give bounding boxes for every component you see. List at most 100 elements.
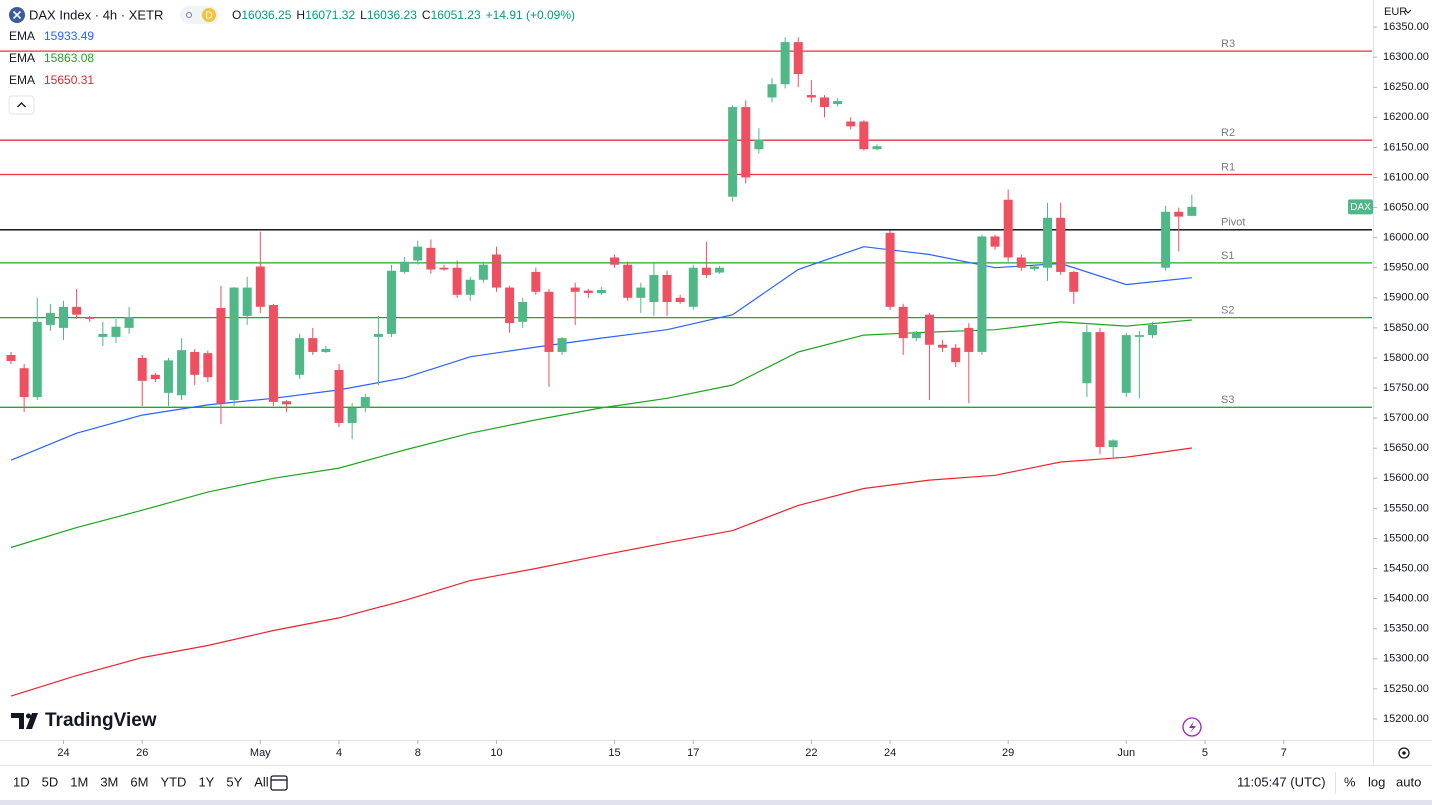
candle-body [203,353,213,378]
settings-icon[interactable] [1398,747,1410,759]
y-tick-label: 15800.00 [1383,352,1429,364]
auto-toggle[interactable]: auto [1396,774,1421,789]
candle-body [938,344,948,348]
candle-body [570,287,580,292]
currency[interactable]: EUR [1384,6,1407,18]
clock[interactable]: 11:05:47 (UTC) [1237,774,1326,789]
range-button[interactable]: YTD [160,774,186,789]
y-tick-label: 16350.00 [1383,21,1429,33]
candle-body [19,368,29,398]
price-tag-box [1348,199,1373,215]
candle-body [360,397,370,408]
candle-body [859,121,869,150]
candle-body [321,348,331,352]
plot-area: R3 R2 R1 Pivot S1 S2 S3 [0,37,1372,697]
x-tick-label: 10 [490,747,502,759]
pivot-label: R3 [1221,38,1235,50]
candle-body [505,287,515,324]
range-button[interactable]: 1Y [198,774,214,789]
ema-legend-name[interactable]: EMA [9,73,35,87]
candle-body [1174,211,1184,217]
candle-body [872,146,882,150]
eye-icon[interactable] [186,12,192,18]
candle-body [688,267,698,307]
candle-body [898,306,908,339]
brand-logo-dot [26,713,31,719]
collapse-button[interactable] [8,95,35,115]
candle-body [885,232,895,307]
ema-legend: EMA 15933.49 EMA 15863.08 EMA 15650.31 [9,29,94,87]
range-button[interactable]: All [254,774,269,789]
collapse-chevron [17,102,26,108]
ohlc-legend: O 16036.25 H 16071.32 L 16036.23 C 16051.23 +14.… [232,8,575,22]
candle-body [1003,199,1013,258]
candle-body [623,264,633,298]
candle-body [754,139,764,150]
y-tick-label: 15700.00 [1383,412,1429,424]
candle-body [1069,271,1079,292]
candle-body [1187,206,1197,216]
range-button[interactable]: 5Y [226,774,242,789]
candle-body [833,101,843,105]
candle-body [98,333,108,337]
badge-text: D [205,11,212,22]
range-button[interactable]: 5D [42,774,59,789]
y-tick-label: 15600.00 [1383,472,1429,484]
pivot-label: R2 [1221,127,1235,139]
y-tick-label: 15500.00 [1383,532,1429,544]
ema-legend-name[interactable]: EMA [9,51,35,65]
candle-body [111,326,121,337]
candle-body [544,291,554,352]
candle-body [465,279,475,295]
candle-body [990,236,1000,247]
candle-body [190,351,200,375]
ema-legend-value: 15650.31 [44,73,94,87]
ohlc-value: 16051.23 [431,8,481,22]
y-tick-label: 15250.00 [1383,683,1429,695]
range-button[interactable]: 1M [70,774,88,789]
y-tick-label: 15550.00 [1383,502,1429,514]
price-change: +14.91 (+0.09%) [486,8,575,22]
candle-body [32,321,42,398]
y-tick-label: 15900.00 [1383,292,1429,304]
candle-body [59,306,69,328]
ema-legend-value: 15863.08 [44,51,94,65]
ohlc-label: O [232,8,241,22]
candle-body [1121,335,1131,393]
candle-body [426,247,436,270]
settings-icon-dot [1402,751,1406,755]
currency-chevron [1404,9,1412,14]
candle-body [1016,257,1026,268]
candle-body [439,267,449,270]
candle-body [951,347,961,363]
percent-toggle[interactable]: % [1344,774,1356,789]
ohlc-label: C [422,8,431,22]
ema-line [10,447,1192,697]
alert-icon[interactable] [1182,717,1202,737]
y-tick-label: 16250.00 [1383,81,1429,93]
candle-body [596,289,606,293]
candle-body [1082,332,1092,384]
pivot-label: S2 [1221,305,1234,317]
range-button[interactable]: 6M [130,774,148,789]
y-tick-label: 16000.00 [1383,232,1429,244]
y-tick-label: 15750.00 [1383,382,1429,394]
candle-body [675,297,685,303]
y-tick-label: 15650.00 [1383,442,1429,454]
calendar-icon[interactable] [270,775,288,791]
candle-body [1043,217,1053,268]
y-tick-label: 16100.00 [1383,171,1429,183]
candle-body [806,95,816,98]
range-button[interactable]: 1D [13,774,30,789]
log-toggle[interactable]: log [1368,774,1385,789]
candle-body [6,354,16,361]
ema-legend-name[interactable]: EMA [9,29,35,43]
candle-body [282,401,292,405]
range-button[interactable]: 3M [100,774,118,789]
y-tick-label: 15450.00 [1383,562,1429,574]
chart-title[interactable]: DAX Index · 4h · XETR [29,7,163,22]
x-tick-label: 5 [1202,747,1208,759]
candle-body [413,246,423,261]
candle-body [478,264,488,280]
